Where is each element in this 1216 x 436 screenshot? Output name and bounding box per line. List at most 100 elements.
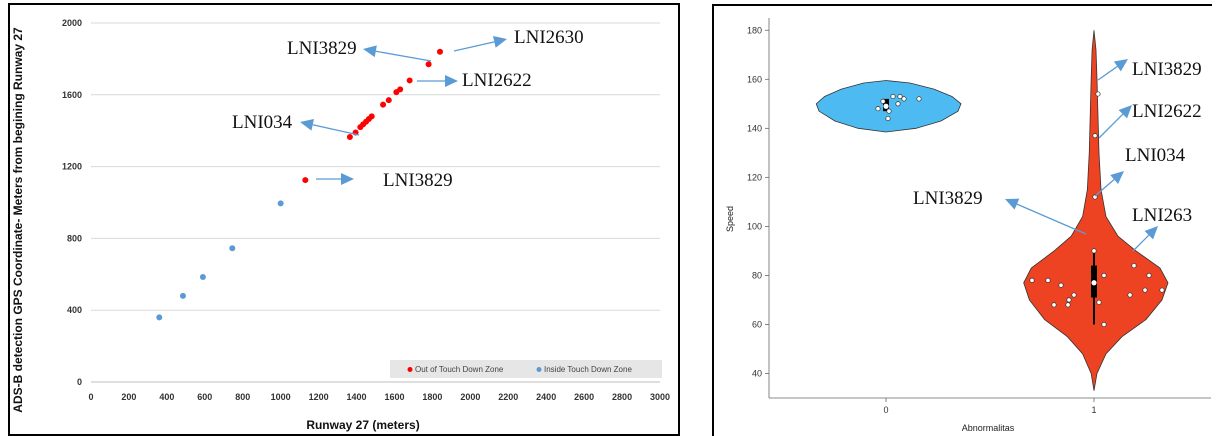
arrow-lni263 — [1132, 226, 1158, 252]
jitter-point — [886, 108, 892, 114]
annotation-labels: LNI3829 LNI2622 LNI034 LNI3829 LNI263 — [913, 59, 1202, 226]
jitter-point — [1051, 302, 1057, 308]
jitter-point — [1142, 287, 1148, 293]
x-tick-label: 2600 — [574, 392, 594, 402]
point-out-of-zone — [425, 61, 432, 68]
point-out-of-zone — [397, 86, 404, 93]
jitter-point — [885, 115, 891, 122]
jitter-point — [1095, 91, 1101, 97]
data-points — [156, 48, 443, 321]
x-tick-label: 0 — [88, 392, 93, 402]
jitter-point — [1029, 277, 1035, 283]
median-marker — [1091, 280, 1097, 286]
jitter-point — [1066, 297, 1072, 303]
y-tick-label: 0 — [77, 377, 82, 387]
y-tick-label: 80 — [752, 270, 762, 280]
annotation-lni034: LNI034 — [1125, 145, 1186, 166]
x-tick-label: 400 — [159, 392, 174, 402]
point-out-of-zone — [302, 177, 309, 184]
x-tick-label: 1400 — [347, 392, 367, 402]
annotation-arrows — [300, 36, 507, 185]
jitter-point — [1092, 133, 1098, 139]
jitter-point — [1101, 321, 1107, 328]
legend-box — [390, 360, 662, 378]
jitter-point — [880, 98, 886, 104]
point-out-of-zone — [436, 48, 443, 55]
legend-marker-in — [536, 367, 542, 372]
x-axis-title: Runway 27 (meters) — [306, 418, 419, 432]
point-out-of-zone — [368, 113, 375, 120]
point-out-of-zone — [380, 101, 387, 108]
x-tick-label: 0 — [883, 405, 888, 415]
annotation-lni2622: LNI2622 — [462, 70, 532, 91]
annotation-lni3829-bottom: LNI3829 — [383, 170, 453, 191]
jitter-point — [895, 101, 901, 107]
point-inside-zone — [199, 273, 206, 280]
y-axis-title: ADS-B detection GPS Coordinate- Meters f… — [11, 27, 25, 413]
point-inside-zone — [179, 292, 186, 299]
violin-chart-panel: 40 60 80 100 120 140 160 180 0 1 LNI3829 LNI2622 … — [712, 4, 1212, 436]
jitter-point — [1045, 277, 1051, 283]
violin-chart: 40 60 80 100 120 140 160 180 0 1 LNI3829 LNI2622 … — [725, 18, 1211, 433]
arrow-lni2622 — [417, 75, 458, 87]
median-marker — [883, 103, 889, 109]
violins — [815, 30, 1169, 391]
y-tick-label: 800 — [67, 233, 82, 243]
point-inside-zone — [277, 200, 284, 207]
legend: Out of Touch Down Zone Inside Touch Down… — [390, 360, 662, 378]
y-tick-label: 2000 — [62, 18, 82, 28]
x-tick-label: 2400 — [536, 392, 556, 402]
annotation-lni3829-top: LNI3829 — [1132, 59, 1202, 80]
arrow-lni3829-top — [1097, 59, 1128, 81]
x-tick-label: 200 — [121, 392, 136, 402]
jitter-point — [916, 96, 922, 102]
annotation-arrows — [1005, 59, 1158, 252]
point-inside-zone — [229, 245, 236, 252]
jitter-point — [890, 93, 896, 100]
jitter-point — [875, 106, 881, 112]
x-tick-label: 1 — [1091, 405, 1096, 415]
jitter-point — [1131, 263, 1137, 269]
point-inside-zone — [156, 314, 163, 321]
x-axis-title: Abnormalitas — [962, 423, 1015, 433]
arrow-lni3829-bottom — [316, 173, 354, 185]
y-tick-label: 140 — [747, 123, 762, 133]
x-tick-label: 2000 — [460, 392, 480, 402]
x-tick-label: 1600 — [384, 392, 404, 402]
arrow-lni034 — [300, 118, 360, 136]
jitter-point — [1127, 292, 1133, 298]
annotation-lni2630: LNI2630 — [514, 27, 584, 48]
x-tick-label: 3000 — [650, 392, 670, 402]
annotation-lni3829-top: LNI3829 — [287, 38, 357, 59]
y-tick-label: 160 — [747, 74, 762, 84]
arrow-lni2622 — [1098, 105, 1132, 139]
x-tick-label: 2200 — [498, 392, 518, 402]
legend-label-in: Inside Touch Down Zone — [544, 365, 632, 374]
legend-label-out: Out of Touch Down Zone — [415, 365, 504, 374]
annotation-lni2622: LNI2622 — [1132, 101, 1202, 122]
x-tick-label: 600 — [197, 392, 212, 402]
tick-labels: 0 400 800 1200 1600 2000 0 200 400 600 800 1000 1200… — [62, 18, 670, 402]
data-points — [875, 91, 1165, 328]
scatter-chart: 0 400 800 1200 1600 2000 0 200 400 600 800 1000 1200… — [11, 18, 670, 432]
jitter-point — [897, 93, 903, 100]
jitter-point — [1101, 272, 1107, 278]
x-tick-label: 1800 — [422, 392, 442, 402]
scatter-chart-panel: 0 400 800 1200 1600 2000 0 200 400 600 800 1000 1200… — [8, 3, 680, 436]
annotation-lni3829-left: LNI3829 — [913, 188, 983, 209]
point-out-of-zone — [346, 133, 353, 140]
jitter-point — [1146, 272, 1152, 278]
x-tick-label: 2800 — [612, 392, 632, 402]
point-out-of-zone — [385, 97, 392, 104]
jitter-point — [1065, 302, 1071, 308]
violin-1 — [1023, 30, 1169, 391]
y-tick-label: 40 — [752, 368, 762, 378]
x-tick-label: 1000 — [271, 392, 291, 402]
arrow-lni034 — [1094, 171, 1124, 197]
arrow-lni3829-top — [363, 45, 432, 62]
tick-labels: 40 60 80 100 120 140 160 180 0 1 — [747, 25, 1097, 415]
jitter-point — [1096, 299, 1102, 305]
arrow-lni2630 — [453, 36, 507, 52]
y-tick-label: 180 — [747, 25, 762, 35]
y-tick-label: 120 — [747, 172, 762, 182]
